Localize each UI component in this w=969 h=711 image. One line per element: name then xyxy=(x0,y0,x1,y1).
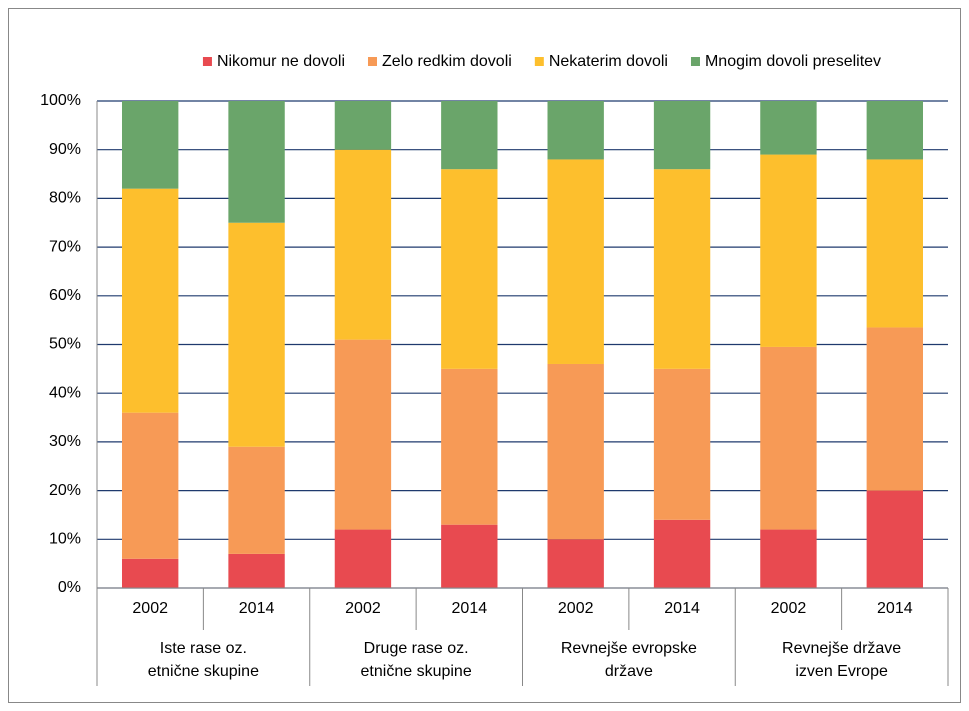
bar-segment xyxy=(653,169,711,369)
legend-label: Mnogim dovoli preselitev xyxy=(705,53,881,70)
x-tick-label: 2002 xyxy=(132,600,168,617)
group-label: etnične skupine xyxy=(361,663,472,680)
bar-segment xyxy=(866,101,924,160)
bar-segment xyxy=(653,368,711,520)
bar-segment xyxy=(441,368,498,525)
x-tick-label: 2014 xyxy=(239,600,275,617)
bar-segment xyxy=(653,101,711,170)
group-label: izven Evrope xyxy=(795,663,888,680)
bar-segment xyxy=(228,446,285,554)
legend-label: Nikomur ne dovoli xyxy=(217,53,345,70)
legend-swatch xyxy=(202,57,212,66)
y-tick-label: 30% xyxy=(49,433,81,450)
bar-segment xyxy=(334,529,392,588)
bar-segment xyxy=(441,169,498,369)
x-tick-label: 2002 xyxy=(345,600,381,617)
bar-segment xyxy=(866,327,924,491)
bar-segment xyxy=(866,159,924,328)
bar-segment xyxy=(547,363,604,540)
legend-label: Nekaterim dovoli xyxy=(549,53,668,70)
bar-segment xyxy=(547,159,604,364)
bar-segment xyxy=(653,519,711,588)
y-tick-label: 20% xyxy=(49,482,81,499)
bar-segment xyxy=(121,188,179,413)
y-tick-label: 100% xyxy=(40,92,81,109)
bar-segment xyxy=(228,553,285,588)
y-tick-label: 10% xyxy=(49,531,81,548)
group-label: Revnejše evropske xyxy=(561,640,697,657)
y-tick-label: 50% xyxy=(49,336,81,353)
group-label: države xyxy=(605,663,653,680)
bar-segment xyxy=(121,558,179,588)
y-tick-label: 70% xyxy=(49,238,81,255)
x-tick-label: 2002 xyxy=(771,600,807,617)
bar-segment xyxy=(547,539,604,588)
bar-segment xyxy=(334,149,392,340)
bar-segment xyxy=(760,529,817,588)
legend-swatch xyxy=(367,57,377,66)
bar-segment xyxy=(228,222,285,447)
bar-segment xyxy=(228,101,285,223)
y-tick-label: 80% xyxy=(49,190,81,207)
group-label: etnične skupine xyxy=(148,663,259,680)
bar-segment xyxy=(441,101,498,170)
bar-segment xyxy=(760,101,817,155)
x-tick-label: 2002 xyxy=(558,600,594,617)
y-tick-label: 60% xyxy=(49,287,81,304)
bar-segment xyxy=(334,101,392,150)
y-tick-label: 0% xyxy=(58,579,81,596)
legend-swatch xyxy=(690,57,700,66)
legend-label: Zelo redkim dovoli xyxy=(382,53,512,70)
bar-segment xyxy=(547,101,604,160)
bar-segment xyxy=(760,154,817,347)
y-tick-label: 90% xyxy=(49,141,81,158)
bar-segment xyxy=(121,412,179,559)
group-label: Iste rase oz. xyxy=(160,640,247,657)
x-tick-label: 2014 xyxy=(664,600,700,617)
bar-segment xyxy=(441,524,498,588)
bar-segment xyxy=(121,101,179,189)
bar-segment xyxy=(866,490,924,588)
group-label: Druge rase oz. xyxy=(364,640,469,657)
legend-swatch xyxy=(534,57,544,66)
bar-segment xyxy=(334,339,392,530)
bar-segment xyxy=(760,346,817,530)
x-tick-label: 2014 xyxy=(452,600,488,617)
x-tick-label: 2014 xyxy=(877,600,913,617)
y-tick-label: 40% xyxy=(49,384,81,401)
group-label: Revnejše države xyxy=(782,640,901,657)
